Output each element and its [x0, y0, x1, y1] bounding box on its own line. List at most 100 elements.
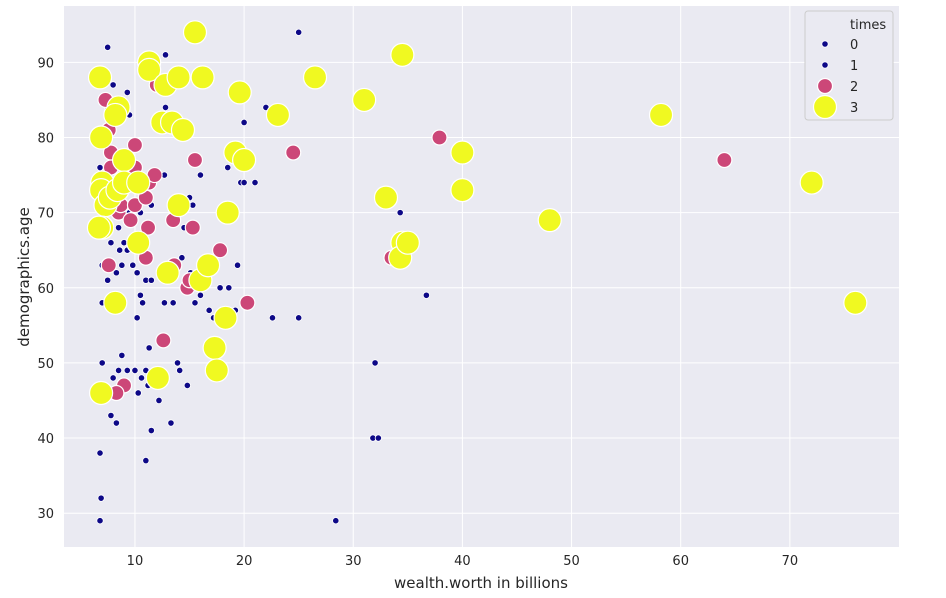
data-point-times-0: [129, 261, 137, 269]
data-point-times-3: [352, 87, 377, 113]
data-point-times-0: [104, 276, 112, 284]
data-point-times-0: [183, 381, 191, 390]
data-point-times-0: [118, 261, 126, 269]
data-point-times-0: [104, 43, 112, 51]
data-point-times-3: [215, 200, 240, 225]
data-point-times-3: [170, 117, 196, 143]
data-point-times-2: [186, 151, 204, 169]
data-point-times-0: [114, 366, 123, 375]
legend-marker-3: [812, 94, 838, 120]
data-point-times-0: [233, 261, 242, 269]
data-point-times-3: [111, 147, 137, 173]
y-tick-label: 50: [37, 357, 54, 372]
data-point-times-3: [450, 140, 475, 165]
y-axis-label: demographics.age: [15, 207, 33, 346]
x-tick-label: 70: [782, 554, 799, 569]
data-point-times-0: [142, 456, 150, 465]
data-point-times-3: [537, 208, 562, 233]
data-point-times-3: [182, 20, 208, 45]
x-tick-label: 30: [345, 554, 362, 569]
legend-marker-2: [816, 77, 834, 95]
legend: times 0 1 2 3: [804, 10, 894, 121]
data-point-times-0: [240, 178, 248, 187]
legend-label-1: 1: [850, 59, 858, 74]
data-point-times-0: [112, 419, 120, 427]
data-point-times-0: [240, 118, 248, 127]
data-point-times-0: [422, 291, 430, 299]
data-point-times-3: [799, 170, 824, 195]
y-tick-label: 90: [37, 56, 54, 71]
y-tick-label: 40: [37, 432, 54, 447]
data-point-times-2: [122, 212, 139, 229]
data-point-times-3: [166, 65, 191, 90]
data-point-times-0: [136, 291, 145, 299]
data-point-times-1: [116, 246, 124, 254]
x-tick-label: 50: [563, 554, 580, 569]
data-point-times-3: [450, 177, 475, 203]
data-point-times-0: [173, 359, 182, 367]
data-point-times-0: [145, 344, 153, 352]
x-tick-label: 40: [454, 554, 471, 569]
data-point-times-3: [126, 230, 151, 255]
data-point-times-2: [155, 332, 172, 349]
data-point-times-0: [268, 314, 277, 322]
data-point-times-3: [155, 260, 180, 285]
data-point-times-0: [178, 254, 186, 262]
data-point-times-3: [89, 380, 114, 406]
data-point-times-0: [123, 366, 131, 375]
legend-marker-1: [821, 61, 829, 69]
legend-marker-0: [821, 40, 829, 48]
data-point-times-3: [145, 365, 170, 391]
data-point-times-0: [131, 366, 139, 375]
y-tick-label: 70: [37, 207, 54, 222]
data-point-times-2: [211, 242, 229, 259]
data-point-times-0: [98, 359, 106, 367]
data-point-times-0: [97, 494, 105, 502]
data-point-times-0: [224, 163, 232, 172]
data-point-times-0: [161, 51, 170, 59]
points: [86, 20, 868, 525]
data-point-times-0: [196, 171, 205, 179]
x-tick-label: 20: [236, 554, 253, 569]
data-point-times-3: [87, 65, 113, 90]
data-point-times-0: [109, 81, 117, 89]
data-point-times-3: [89, 125, 114, 150]
data-point-times-0: [216, 284, 224, 292]
data-point-times-2: [239, 294, 256, 311]
data-point-times-3: [103, 102, 128, 128]
data-point-times-0: [96, 449, 104, 457]
x-axis-label: wealth.worth in billions: [394, 574, 568, 592]
data-point-times-3: [137, 57, 162, 82]
data-point-times-2: [716, 151, 733, 169]
data-point-times-2: [126, 136, 144, 154]
data-point-times-3: [395, 230, 420, 255]
data-point-times-0: [169, 299, 177, 307]
data-point-times-1: [133, 314, 141, 322]
data-point-times-0: [191, 299, 199, 307]
y-tick-labels: 30 40 50 60 70 80 90: [37, 56, 54, 522]
data-point-times-0: [205, 306, 213, 314]
data-point-times-3: [265, 102, 291, 128]
data-point-times-0: [107, 411, 115, 420]
legend-label-2: 2: [850, 80, 858, 95]
x-tick-label: 10: [127, 554, 144, 569]
x-tick-label: 60: [672, 554, 689, 569]
data-point-times-0: [114, 224, 123, 232]
data-point-times-0: [155, 396, 163, 405]
data-point-times-0: [396, 209, 404, 217]
data-point-times-0: [251, 178, 259, 187]
data-point-times-3: [103, 290, 128, 315]
data-point-times-3: [231, 147, 257, 173]
data-point-times-0: [112, 269, 120, 277]
legend-items: 0 1 2 3: [812, 38, 858, 120]
data-point-times-3: [843, 290, 868, 315]
data-point-times-0: [107, 239, 115, 247]
data-point-times-3: [86, 215, 112, 240]
data-point-times-3: [227, 80, 252, 105]
data-point-times-3: [373, 185, 399, 210]
data-point-times-0: [295, 314, 303, 322]
data-point-times-0: [147, 426, 155, 435]
data-point-times-3: [648, 102, 674, 128]
legend-title: times: [850, 18, 886, 33]
